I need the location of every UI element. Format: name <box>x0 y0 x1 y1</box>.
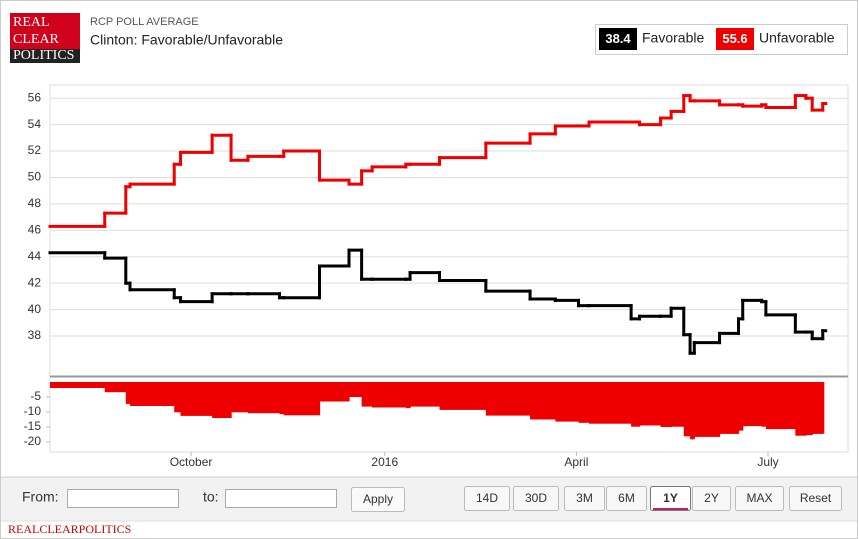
range-label[interactable]: 14D <box>476 491 498 505</box>
y-tick-label: 48 <box>28 196 42 210</box>
apply-label[interactable]: Apply <box>363 492 393 506</box>
area-step <box>361 381 373 407</box>
y-tick-label: 52 <box>28 143 42 157</box>
area-step <box>578 381 590 423</box>
area-step <box>231 381 249 413</box>
legend-swatch <box>599 28 637 50</box>
area-step <box>671 381 685 427</box>
area-step <box>742 381 763 427</box>
range-button[interactable] <box>692 486 731 511</box>
area-step <box>589 381 632 424</box>
y-tick-label: -5 <box>30 389 41 403</box>
kicker: RCP POLL AVERAGE <box>90 16 199 28</box>
footer-brand: REALCLEARPOLITICS <box>8 522 131 536</box>
range-button[interactable] <box>735 486 784 511</box>
area-step <box>130 381 175 406</box>
logo-text: POLITICS <box>13 48 74 63</box>
legend-swatch <box>716 28 754 50</box>
y-tick-label: 46 <box>28 223 42 237</box>
x-tick-label: 2016 <box>371 455 398 469</box>
range-label[interactable]: 30D <box>525 491 547 505</box>
area-step <box>683 381 691 437</box>
legend-label: Favorable <box>642 30 704 46</box>
area-step <box>631 381 641 427</box>
y-tick-label: 38 <box>28 328 42 342</box>
chart-area: -5-10-15-20 October 2016 April July <box>24 381 825 469</box>
area-step <box>348 381 363 397</box>
area-step <box>555 381 580 422</box>
range-button[interactable] <box>513 486 559 511</box>
area-step <box>104 381 127 393</box>
x-tick-label: October <box>170 455 213 469</box>
area-step <box>530 381 556 420</box>
range-button[interactable] <box>789 486 842 511</box>
y-tick-label: -10 <box>24 404 42 418</box>
area-step <box>805 381 813 436</box>
y-tick-label: 50 <box>28 170 42 184</box>
area-step <box>694 381 721 437</box>
logo-text: CLEAR <box>13 32 60 47</box>
from-input[interactable] <box>67 489 179 508</box>
y-tick-label: 40 <box>28 302 42 316</box>
area-step <box>125 381 131 404</box>
to-input[interactable] <box>225 489 337 508</box>
y-tick-label: 42 <box>28 275 42 289</box>
area-step <box>405 381 411 409</box>
chart-line: 38 40 42 44 46 48 50 52 54 56 <box>28 90 848 355</box>
area-step <box>765 381 796 430</box>
area-step <box>247 381 281 414</box>
range-label[interactable]: MAX <box>746 491 772 505</box>
x-tick-label: July <box>757 455 778 469</box>
y-tick-label: 44 <box>28 249 42 263</box>
y-tick-label: 56 <box>28 90 42 104</box>
logo-band <box>10 49 80 63</box>
legend-label: Unfavorable <box>759 30 835 46</box>
range-buttons: 14D 30D 3M 6M 1Y 2Y MAX Reset <box>464 486 842 511</box>
from-label: From: <box>22 489 59 505</box>
area-step <box>319 381 350 402</box>
y-tick-label: 54 <box>28 117 42 131</box>
range-button[interactable] <box>564 486 605 511</box>
area-step <box>660 381 672 428</box>
area-step <box>439 381 487 410</box>
area-step <box>279 381 285 415</box>
area-step <box>719 381 740 434</box>
range-button[interactable] <box>606 486 647 511</box>
area-step <box>812 381 824 434</box>
range-label[interactable]: 1Y <box>663 491 678 505</box>
range-label[interactable]: 3M <box>576 491 593 505</box>
range-button[interactable] <box>464 486 510 511</box>
to-label: to: <box>203 489 219 505</box>
legend-value: 55.6 <box>722 31 747 46</box>
area-step <box>283 381 321 416</box>
area-step <box>639 381 662 426</box>
apply-button[interactable] <box>351 487 405 512</box>
range-label[interactable]: Reset <box>800 491 832 505</box>
area-step <box>795 381 807 436</box>
area-step <box>174 381 182 413</box>
area-step <box>180 381 213 416</box>
area-step <box>372 381 407 408</box>
range-label[interactable]: 2Y <box>704 491 719 505</box>
area-step <box>50 381 106 388</box>
area-step <box>822 381 825 434</box>
y-tick-label: -15 <box>24 419 42 433</box>
plots: 38 40 42 44 46 48 50 52 54 56 -5-10-15-20 October 20… <box>24 90 848 469</box>
area-step <box>212 381 232 419</box>
legend-value: 38.4 <box>605 31 631 46</box>
chart-title: Clinton: Favorable/Unfavorable <box>90 32 283 48</box>
logo-text: REAL <box>13 15 50 30</box>
legend: 38.4 Favorable 55.6 Unfavorable <box>599 28 835 50</box>
range-label[interactable]: 6M <box>618 491 635 505</box>
y-tick-label: -20 <box>24 434 42 448</box>
area-step <box>761 381 767 427</box>
x-tick-label: April <box>564 455 588 469</box>
area-step <box>410 381 441 407</box>
range-button[interactable] <box>650 486 691 511</box>
area-step <box>738 381 744 431</box>
area-step <box>485 381 531 416</box>
area-step <box>690 381 695 440</box>
